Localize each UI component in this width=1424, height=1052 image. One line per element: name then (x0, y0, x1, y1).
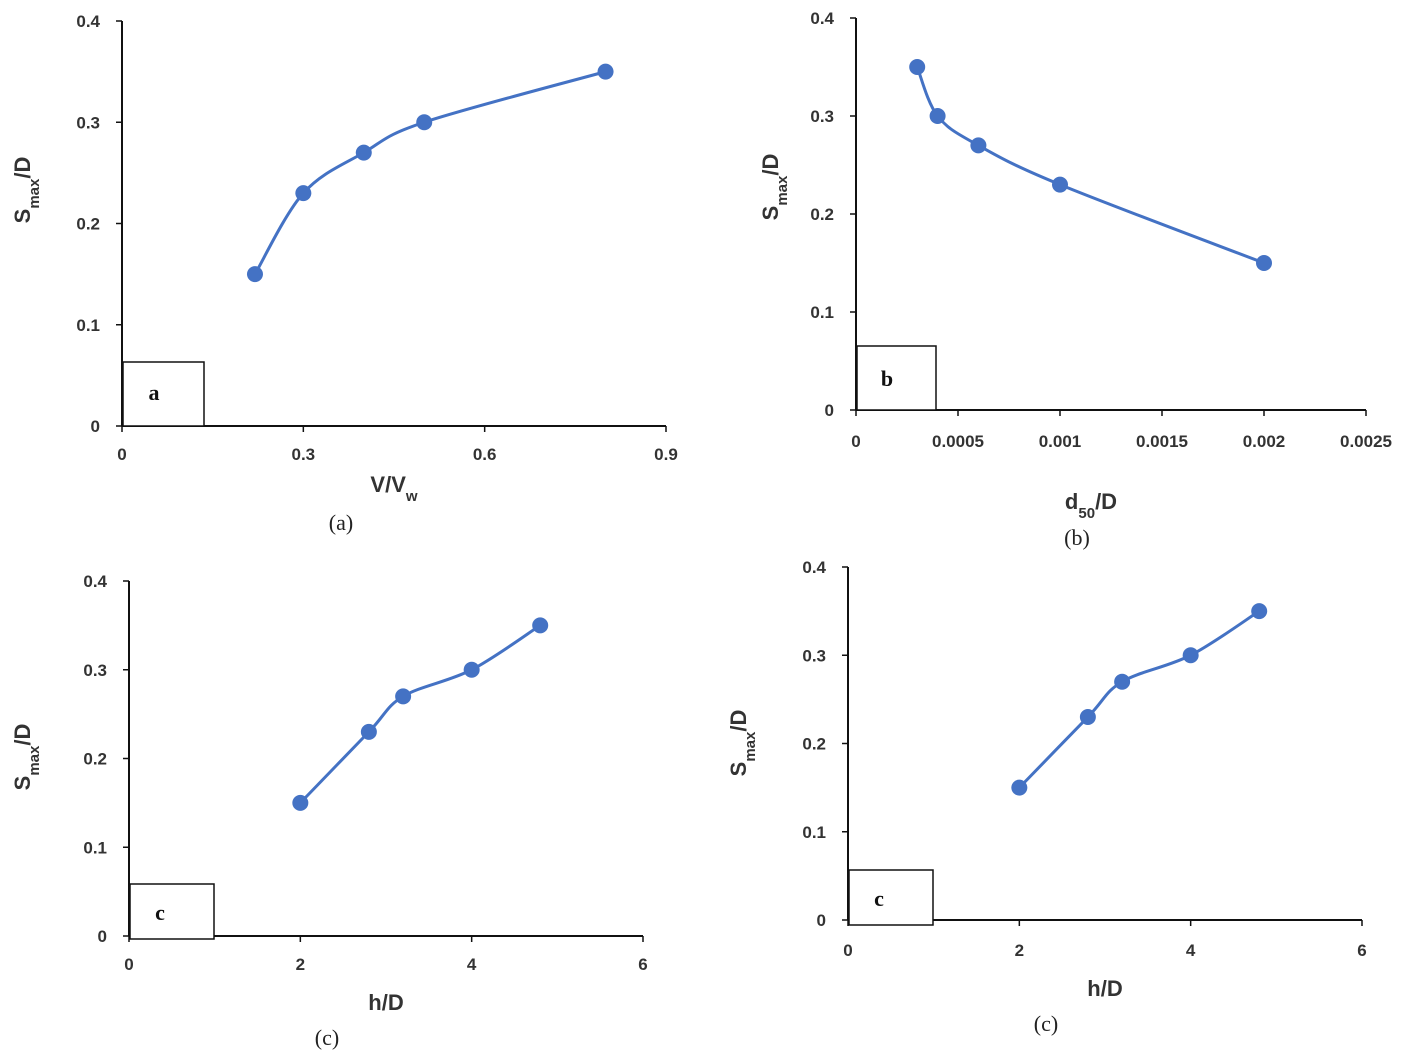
data-point (1079, 709, 1096, 726)
series-line-1 (299, 624, 542, 804)
panel-tag-box (856, 345, 937, 411)
y-tick-label: 0.1 (83, 838, 107, 857)
y-tick-label: 0.2 (810, 205, 834, 224)
y-tick-label: 0.3 (802, 646, 826, 665)
series-line-1 (915, 66, 1265, 265)
x-axis-label: h/D (1087, 976, 1122, 1001)
y-axis-label: Smax/D (10, 157, 43, 224)
data-point (1114, 673, 1131, 690)
series-line-1 (253, 70, 606, 275)
x-tick-label: 0 (117, 445, 126, 464)
panel-caption: (b) (1064, 525, 1090, 550)
data-point (1052, 176, 1068, 193)
y-tick-label: 0 (91, 417, 100, 436)
y-tick-label: 0.4 (76, 12, 100, 31)
y-tick-label: 0.2 (83, 750, 107, 769)
data-point (929, 108, 946, 124)
y-tick-label: 0.1 (810, 303, 834, 322)
panel-tag-box (122, 361, 205, 427)
y-tick-label: 0.4 (83, 572, 107, 591)
y-tick-label: 0.1 (802, 823, 826, 842)
x-tick-label: 0.3 (292, 445, 316, 464)
y-tick-label: 0.2 (802, 735, 826, 754)
panel-tag-label: c (155, 900, 165, 925)
y-axis-label: Smax/D (758, 154, 791, 221)
data-point (395, 688, 412, 705)
x-tick-label: 6 (638, 955, 647, 974)
y-tick-label: 0.3 (83, 661, 107, 680)
data-point (463, 661, 480, 678)
x-tick-label: 0.002 (1243, 432, 1286, 451)
x-axis-label: d50/D (1065, 489, 1117, 522)
y-tick-label: 0 (825, 401, 834, 420)
y-tick-label: 0.3 (76, 113, 100, 132)
panel-tag-label: b (881, 366, 893, 391)
y-axis-label: Smax/D (726, 710, 759, 777)
data-point (355, 144, 372, 161)
y-tick-label: 0.2 (76, 215, 100, 234)
x-tick-label: 6 (1357, 941, 1366, 960)
y-axis-label: Smax/D (10, 724, 43, 791)
chart-panel-1: 0 0.1 0.2 0.3 0.4 0 0.3 0.6 0.9 a V/Vw Smax/D (a) (10, 12, 678, 535)
x-tick-label: 0 (851, 432, 860, 451)
y-tick-label: 0 (98, 927, 107, 946)
data-point (1251, 603, 1268, 620)
x-tick-label: 0.0005 (932, 432, 984, 451)
y-tick-label: 0.4 (802, 558, 826, 577)
y-tick-label: 0 (817, 911, 826, 930)
panel-tag-box (848, 869, 934, 926)
y-tick-label: 0.1 (76, 316, 100, 335)
y-tick-label: 0.3 (810, 107, 834, 126)
panel-caption: (c) (1034, 1011, 1058, 1036)
data-point (909, 59, 926, 75)
x-tick-label: 2 (1015, 941, 1024, 960)
x-tick-label: 4 (467, 955, 477, 974)
data-point (1011, 779, 1028, 796)
panel-tag-box (129, 883, 215, 940)
data-point (532, 617, 549, 634)
data-point (970, 137, 987, 154)
x-axis-label: V/Vw (370, 472, 417, 505)
data-point (416, 114, 433, 131)
x-tick-label: 0.6 (473, 445, 497, 464)
x-tick-label: 0.9 (654, 445, 678, 464)
data-point (246, 266, 263, 283)
panel-tag-label: a (149, 380, 160, 405)
x-tick-label: 4 (1186, 941, 1196, 960)
x-tick-label: 0 (124, 955, 133, 974)
x-tick-label: 0.001 (1039, 432, 1082, 451)
chart-panel-3: 0 0.1 0.2 0.3 0.4 0 2 4 6 c h/D Smax/D (c) (10, 572, 648, 1050)
chart-panel-2: 0 0.1 0.2 0.3 0.4 0 0.0005 0.001 0.0015 0.002 0.00… (758, 9, 1392, 550)
x-tick-label: 0 (843, 941, 852, 960)
y-tick-label: 0.4 (810, 9, 834, 28)
data-point (360, 723, 377, 740)
data-point (597, 63, 614, 80)
data-point (292, 794, 309, 811)
data-point (1182, 647, 1199, 664)
x-tick-label: 0.0015 (1136, 432, 1188, 451)
series-line-1 (1018, 609, 1261, 789)
panel-tag-label: c (874, 886, 884, 911)
x-tick-label: 0.0025 (1340, 432, 1392, 451)
data-point (295, 185, 312, 202)
x-tick-label: 2 (296, 955, 305, 974)
x-axis-label: h/D (368, 990, 403, 1015)
panel-caption: (a) (329, 510, 353, 535)
data-point (1256, 255, 1272, 271)
chart-panel-4: 0 0.1 0.2 0.3 0.4 0 2 4 6 c h/D Smax/D (c) (726, 558, 1367, 1036)
panel-caption: (c) (315, 1025, 339, 1050)
